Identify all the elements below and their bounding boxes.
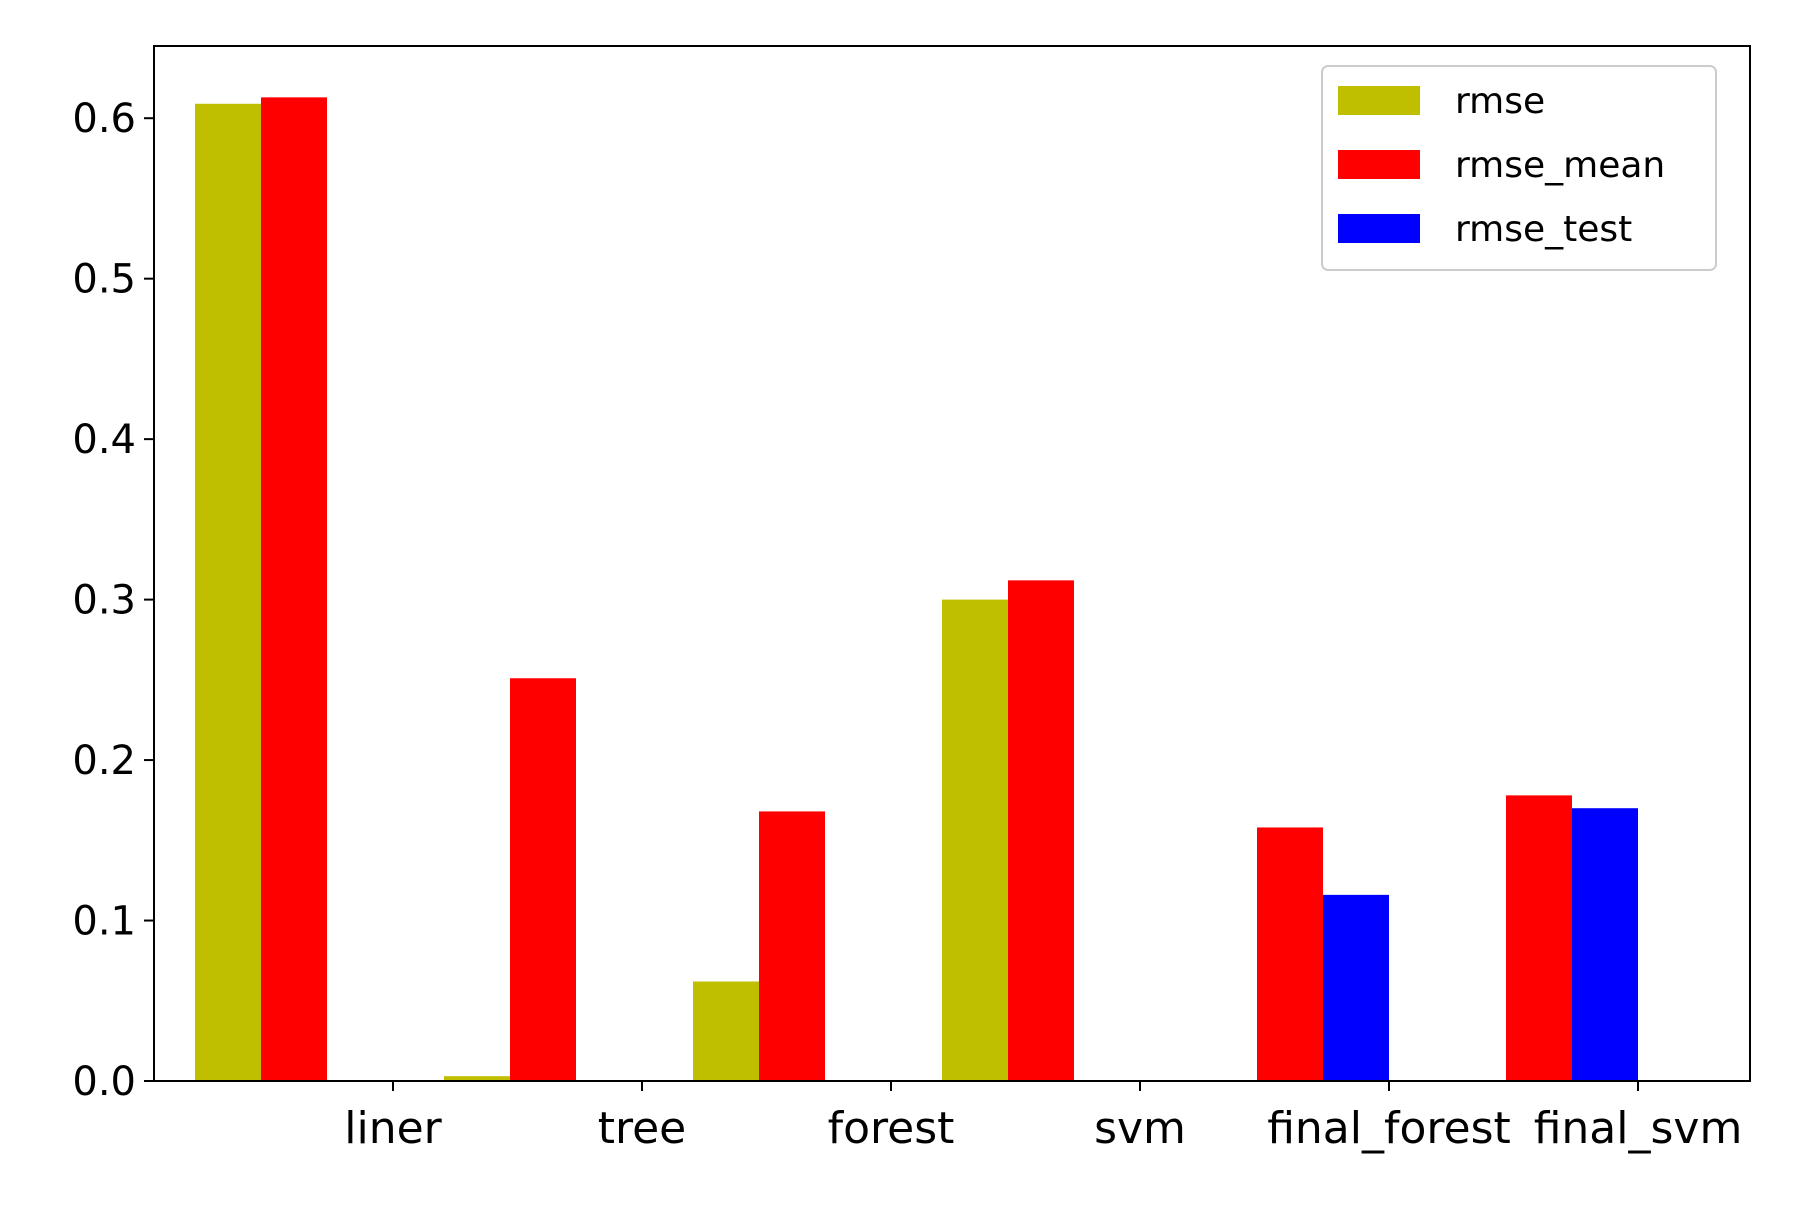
bar-rmse-liner — [195, 103, 261, 1081]
y-tick-label: 0.1 — [72, 899, 136, 945]
bar-rmse_test-final_svm — [1572, 808, 1638, 1081]
legend-swatch-rmse_mean — [1338, 150, 1420, 179]
x-tick-label: final_forest — [1267, 1103, 1511, 1154]
x-tick-label: forest — [828, 1103, 955, 1154]
x-tick-label: final_svm — [1534, 1103, 1743, 1154]
plot-frame — [153, 45, 1751, 1082]
y-tick-label: 0.5 — [72, 257, 136, 303]
bar-rmse-forest — [693, 981, 759, 1081]
x-tick-label: svm — [1094, 1103, 1186, 1154]
bar-rmse_mean-forest — [759, 811, 825, 1081]
bar-rmse_mean-final_svm — [1506, 795, 1572, 1081]
legend-label-rmse_test: rmse_test — [1455, 209, 1632, 250]
legend-swatch-rmse — [1338, 86, 1420, 115]
bar-rmse_mean-svm — [1008, 580, 1074, 1081]
bar-rmse-svm — [942, 599, 1008, 1081]
y-tick-label: 0.4 — [72, 417, 136, 463]
y-tick-label: 0.2 — [72, 738, 136, 784]
legend-swatch-rmse_test — [1338, 214, 1420, 243]
bar-rmse_mean-tree — [510, 678, 576, 1081]
x-tick-label: liner — [344, 1103, 442, 1154]
legend: rmse rmse_mean rmse_test — [1321, 65, 1717, 271]
bars-layer — [195, 97, 1638, 1082]
bar-rmse_mean-final_forest — [1257, 827, 1323, 1081]
y-tick-label: 0.0 — [72, 1059, 136, 1105]
legend-box — [1321, 65, 1717, 271]
axes-layer: 0.0 0.1 0.2 0.3 0.4 0.5 0.6 liner tree forest svm f… — [72, 45, 1751, 1154]
bar-rmse_mean-liner — [261, 97, 327, 1082]
x-tick-label: tree — [598, 1103, 687, 1154]
legend-label-rmse: rmse — [1455, 81, 1545, 122]
bar-rmse_test-final_forest — [1323, 894, 1389, 1081]
bar-rmse-tree — [444, 1076, 510, 1081]
y-tick-label: 0.6 — [72, 96, 136, 142]
y-tick-label: 0.3 — [72, 578, 136, 624]
legend-label-rmse_mean: rmse_mean — [1455, 145, 1665, 186]
